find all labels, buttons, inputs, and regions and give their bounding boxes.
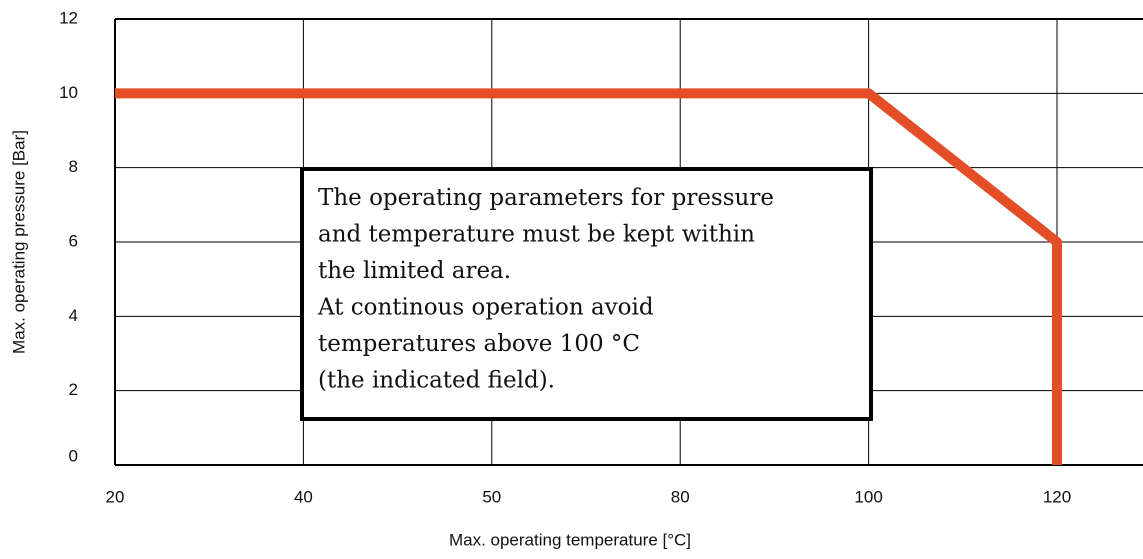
- y-tick-label: 4: [69, 306, 78, 325]
- x-tick-label: 20: [106, 487, 125, 506]
- y-axis-label: Max. operating pressure [Bar]: [9, 130, 28, 354]
- annotation-text: the limited area.: [318, 258, 511, 284]
- y-tick-label: 12: [59, 8, 78, 27]
- y-tick-label: 0: [69, 446, 78, 465]
- x-tick-label: 50: [482, 487, 501, 506]
- x-tick-label: 80: [671, 487, 690, 506]
- annotation-text: and temperature must be kept within: [318, 222, 755, 248]
- annotation-box: [300, 167, 873, 421]
- y-tick-label: 10: [59, 83, 78, 102]
- annotation-text: temperatures above 100 °C: [318, 331, 640, 357]
- annotation-text: (the indicated field).: [318, 368, 555, 394]
- annotation-text: The operating parameters for pressure: [318, 185, 774, 211]
- x-tick-label: 40: [294, 487, 313, 506]
- y-tick-label: 8: [69, 157, 78, 176]
- y-tick-label: 6: [69, 231, 78, 250]
- line: [115, 88, 1062, 465]
- x-tick-label: 120: [1043, 487, 1071, 506]
- y-tick-label: 2: [69, 380, 78, 399]
- annotation-text: At continous operation avoid: [317, 295, 654, 321]
- x-axis-label: Max. operating temperature [°C]: [449, 530, 691, 549]
- x-tick-label: 100: [854, 487, 882, 506]
